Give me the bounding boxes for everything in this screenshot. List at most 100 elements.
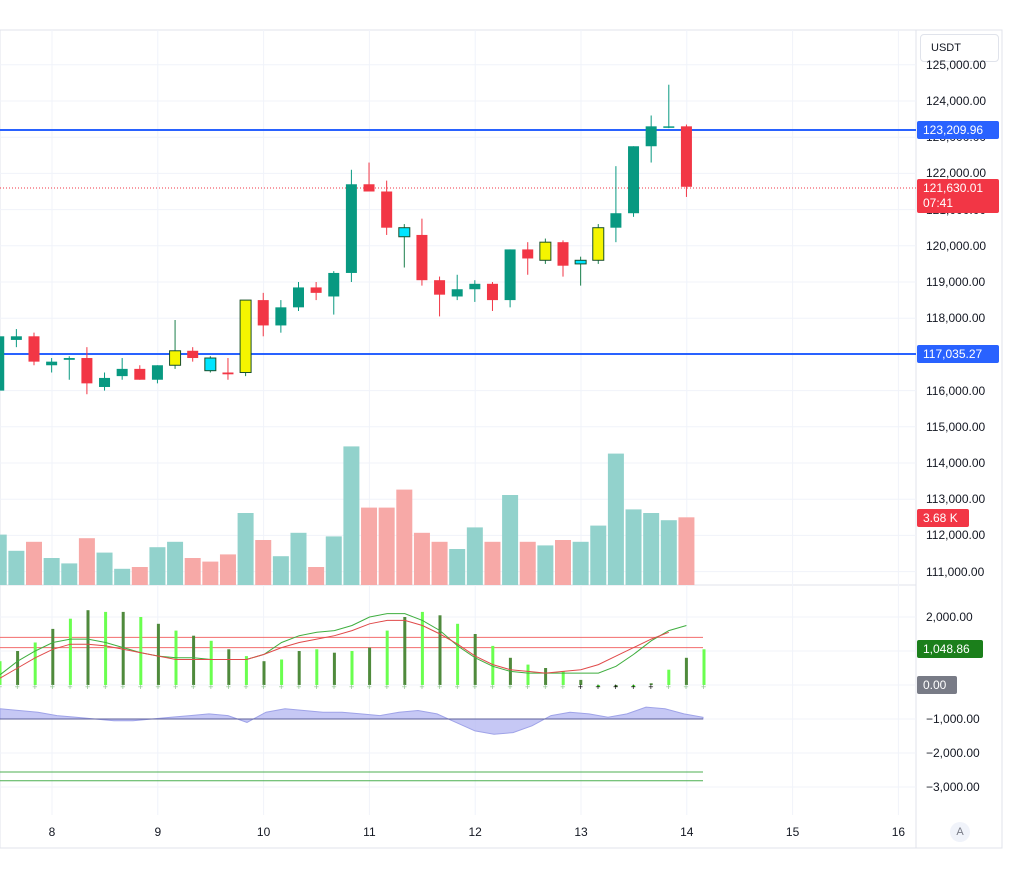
volume-bar [413,532,430,585]
candle-body [504,249,516,301]
volume-tag: 3.68 K [917,509,969,527]
volume-bar [343,446,360,585]
indicator-plus-marker: + [138,682,143,692]
indicator-histogram-bar [456,623,460,685]
price-tick-label: 114,000.00 [926,456,986,470]
price-tick-label: 119,000.00 [926,275,986,289]
indicator-histogram-bar [280,659,284,685]
indicator-plus-marker: + [15,682,20,692]
time-tick-label: 16 [891,825,906,839]
volume-bar [114,568,131,585]
candle-body [116,368,128,377]
candle-body [363,184,375,192]
price-tick-label: 115,000.00 [926,419,986,434]
candle-body [522,249,534,259]
indicator-plus-marker: + [648,682,653,692]
indicator-average-line [0,619,669,679]
volume-bar [660,520,677,585]
volume-bar [26,541,42,585]
volume-bar [237,513,254,585]
indicator-plus-marker: + [367,682,372,692]
candle-body [680,126,692,187]
indicator-histogram-bar [68,618,72,685]
indicator-histogram-bar [526,664,530,685]
indicator-plus-marker: + [349,682,354,692]
candle-body [81,358,93,384]
candle-body [345,184,357,273]
indicator-plus-marker: + [314,682,319,692]
indicator-plus-marker: + [631,682,636,692]
price-tick-label: 120,000.00 [926,238,987,253]
price-tick-label: 118,000.00 [926,311,986,326]
indicator-histogram-bar [561,671,565,685]
indicator-histogram-bar [614,685,618,687]
currency-selector[interactable]: USDT [920,34,999,62]
volume-bar [43,558,60,585]
volume-bar [96,552,113,585]
time-tick-label: 10 [256,825,271,839]
candle-body [10,336,22,340]
volume-bar [625,509,642,585]
indicator-plus-marker: + [226,682,231,692]
indicator-plus-marker: + [595,682,600,692]
indicator-plus-marker: + [560,682,565,692]
candle-body [663,126,675,128]
indicator-plus-marker: + [50,682,55,692]
indicator-plus-marker: + [261,682,266,692]
hline-upper-tag: 123,209.96 [917,121,999,139]
candle-body [169,350,182,366]
price-tick-label: 116,000.00 [926,383,986,398]
indicator-plus-marker: + [67,682,72,692]
indicator-plus-marker: + [578,682,583,692]
volume-bar [431,541,448,585]
candle-body [592,227,605,261]
volume-bar [572,541,589,585]
indicator-histogram-bar [684,657,688,685]
indicator-histogram-bar [104,611,108,685]
indicator-histogram-bar [438,615,442,685]
indicator-tick-label: −1,000.00 [926,712,980,726]
candle-body [310,287,322,293]
last-price-tag: 121,630.01 07:41 [917,179,999,213]
indicator-histogram-bar [544,668,548,685]
candle-body [187,350,199,359]
candle-body [99,377,111,387]
indicator-histogram-bar [0,661,2,685]
indicator-histogram-bar [579,679,583,685]
volume-bar [484,541,501,585]
indicator-tick-label: −3,000.00 [926,780,980,794]
candle-body [398,227,411,238]
indicator-histogram-bar [649,683,653,685]
indicator-histogram-bar [227,649,231,685]
price-tick-label: 124,000.00 [926,94,987,108]
indicator-histogram-bar [209,640,213,685]
candle-body [293,287,304,308]
candle-body [416,234,428,281]
auto-scale-button[interactable]: A [950,822,970,842]
volume-bar [555,540,571,585]
indicator-histogram-bar [192,635,196,685]
candle-body [434,280,446,295]
time-tick-label: 9 [154,825,162,839]
candle-body [257,300,269,326]
volume-bar [590,525,607,585]
indicator-histogram-bar [385,630,389,685]
volume-bar [78,538,95,585]
indicator-plus-marker: + [103,682,108,692]
candle-body [222,372,234,375]
indicator-histogram-bar [368,647,372,685]
candle-body [46,361,58,366]
time-tick-label: 13 [574,825,588,839]
volume-bar [396,489,413,585]
indicator-histogram-bar [33,642,37,685]
volume-bar [272,556,289,585]
indicator-histogram-bar [491,645,495,685]
candle-body [381,191,393,228]
volume-bar [0,534,7,585]
candle-body [204,357,217,372]
candle-body [63,358,75,360]
indicator-plus-marker: + [666,682,671,692]
indicator-histogram-bar [420,611,424,685]
